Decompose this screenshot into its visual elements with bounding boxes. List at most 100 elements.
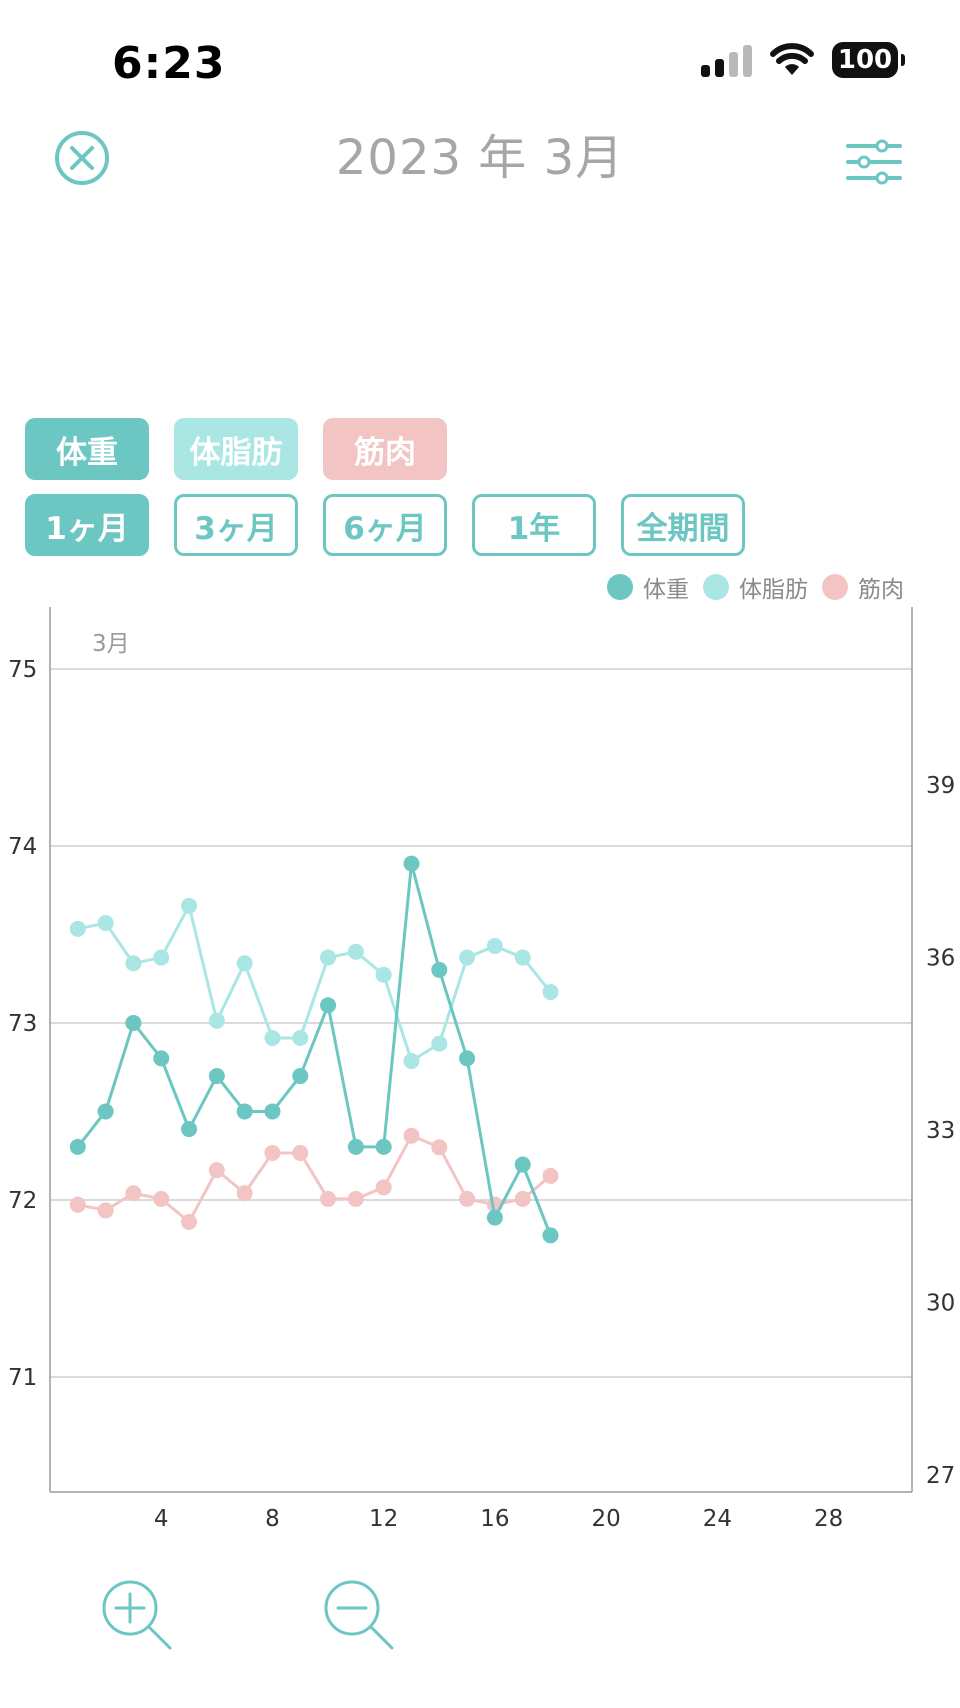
period-button-1-month[interactable]: 1ヶ月 <box>25 494 149 556</box>
legend-label-muscle: 筋肉 <box>858 577 904 603</box>
data-point <box>514 1156 531 1173</box>
data-point <box>264 1030 281 1047</box>
data-point <box>97 1103 114 1120</box>
data-point <box>153 949 170 966</box>
data-point <box>236 1103 253 1120</box>
sliders-icon[interactable] <box>846 138 902 188</box>
data-point <box>542 1167 559 1184</box>
legend-label-body-fat: 体脂肪 <box>739 577 808 603</box>
data-point <box>542 1227 559 1244</box>
data-point <box>125 1014 142 1031</box>
data-point <box>459 1190 476 1207</box>
y-tick-label-right: 30 <box>926 1290 955 1316</box>
data-point <box>264 1144 281 1161</box>
series-line <box>76 862 552 1236</box>
data-point <box>514 949 531 966</box>
data-point <box>264 1103 281 1120</box>
header: 2023 年 3月 <box>0 110 960 220</box>
period-button-1-year[interactable]: 1年 <box>472 494 596 556</box>
metric-button-muscle[interactable]: 筋肉 <box>323 418 447 480</box>
data-point <box>459 949 476 966</box>
data-point <box>236 955 253 972</box>
y-tick-label-left: 75 <box>8 657 37 683</box>
data-point <box>375 966 392 983</box>
data-point <box>208 1068 225 1085</box>
metric-button-weight[interactable]: 体重 <box>25 418 149 480</box>
y-tick-label-right: 39 <box>926 773 955 799</box>
data-point <box>125 1185 142 1202</box>
legend-dot-muscle <box>822 574 848 600</box>
data-point <box>431 1139 448 1156</box>
legend-item-weight: 体重 <box>607 570 689 604</box>
data-point <box>403 1127 420 1144</box>
y-tick-label-left: 71 <box>8 1365 37 1391</box>
zoom-in-icon[interactable] <box>100 1578 176 1654</box>
legend-label-weight: 体重 <box>643 577 689 603</box>
data-point <box>208 1012 225 1029</box>
metric-button-body-fat[interactable]: 体脂肪 <box>174 418 298 480</box>
close-circle-icon[interactable] <box>54 130 110 186</box>
x-tick-label: 16 <box>480 1506 509 1530</box>
x-tick-label: 8 <box>265 1506 280 1530</box>
data-point <box>514 1190 531 1207</box>
data-point <box>69 920 86 937</box>
data-point <box>292 1144 309 1161</box>
signal-icon <box>701 43 752 77</box>
x-tick-label: 28 <box>814 1506 843 1530</box>
data-point <box>403 855 420 872</box>
data-point <box>459 1050 476 1067</box>
data-point <box>347 1138 364 1155</box>
status-bar: 6:23 100 <box>0 0 960 110</box>
period-button-all[interactable]: 全期間 <box>621 494 745 556</box>
data-point <box>347 1190 364 1207</box>
data-point <box>181 1121 198 1138</box>
y-tick-label-right: 33 <box>926 1118 955 1144</box>
data-point <box>292 1068 309 1085</box>
data-point <box>97 915 114 932</box>
x-tick-label: 4 <box>154 1506 169 1530</box>
data-point <box>236 1185 253 1202</box>
status-icons: 100 <box>701 42 905 78</box>
x-tick-label: 12 <box>369 1506 398 1530</box>
data-point <box>153 1190 170 1207</box>
data-point <box>403 1052 420 1069</box>
data-point <box>347 943 364 960</box>
battery-icon: 100 <box>832 42 905 78</box>
y-tick-label-left: 73 <box>8 1011 37 1037</box>
legend-dot-weight <box>607 574 633 600</box>
data-point <box>320 997 337 1014</box>
data-point <box>292 1030 309 1047</box>
data-point <box>486 938 503 955</box>
y-tick-label-right: 36 <box>926 946 955 972</box>
wifi-icon <box>770 43 814 75</box>
zoom-out-icon[interactable] <box>322 1578 398 1654</box>
data-point <box>375 1179 392 1196</box>
data-point <box>320 949 337 966</box>
data-point <box>542 984 559 1001</box>
month-label: 3月 <box>92 631 130 657</box>
legend-item-body-fat: 体脂肪 <box>703 570 808 604</box>
y-tick-label-right: 27 <box>926 1463 955 1489</box>
data-point <box>181 1213 198 1230</box>
x-tick-label: 20 <box>591 1506 620 1530</box>
legend-dot-body-fat <box>703 574 729 600</box>
data-point <box>431 1035 448 1052</box>
data-point <box>69 1196 86 1213</box>
data-point <box>69 1138 86 1155</box>
status-time: 6:23 <box>112 38 226 89</box>
chart-legend: 体重 体脂肪 筋肉 <box>607 570 904 604</box>
y-tick-label-left: 72 <box>8 1188 37 1214</box>
data-point <box>125 955 142 972</box>
data-point <box>97 1202 114 1219</box>
line-chart[interactable]: 71 72 73 74 75 27 30 33 36 39 4 8 12 16 20 24 28 3月 <box>0 600 960 1530</box>
x-tick-label: 24 <box>703 1506 732 1530</box>
series-line <box>77 1134 552 1224</box>
period-button-6-months[interactable]: 6ヶ月 <box>323 494 447 556</box>
data-point <box>181 897 198 914</box>
y-tick-label-left: 74 <box>8 834 37 860</box>
legend-item-muscle: 筋肉 <box>822 570 904 604</box>
data-point <box>431 961 448 978</box>
data-point <box>208 1162 225 1179</box>
period-button-3-months[interactable]: 3ヶ月 <box>174 494 298 556</box>
data-point <box>153 1050 170 1067</box>
